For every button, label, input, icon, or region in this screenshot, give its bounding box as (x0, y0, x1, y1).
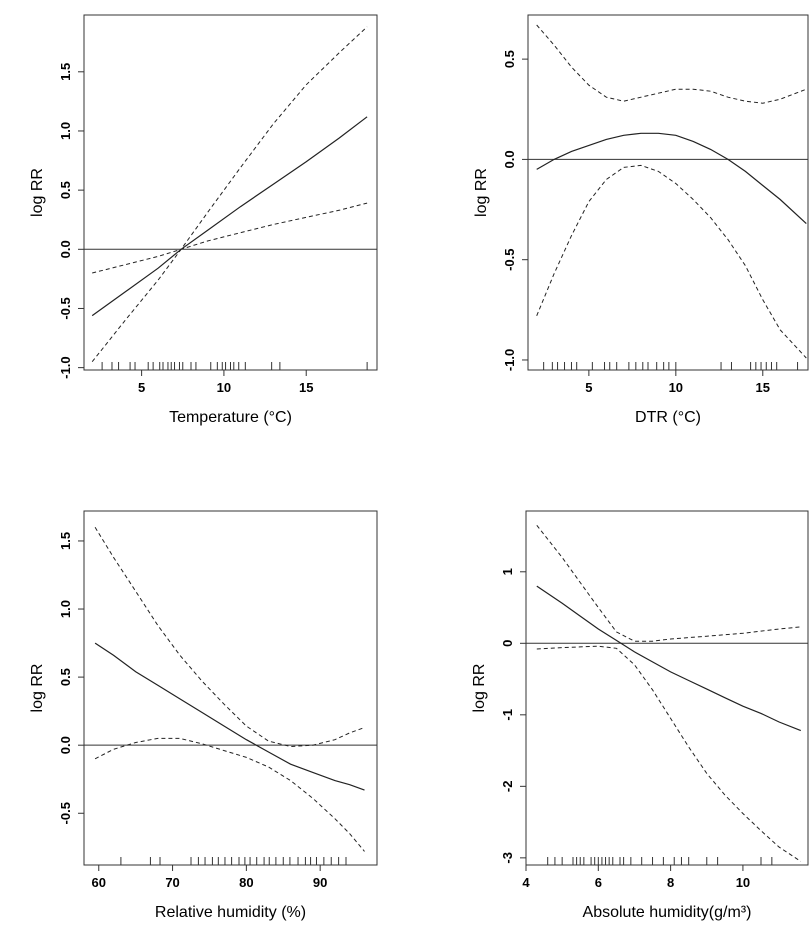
x-tick-label: 10 (217, 380, 231, 395)
x-axis-title: Absolute humidity(g/m³) (583, 904, 752, 921)
estimate-line (536, 132, 807, 225)
y-tick-label: -1.0 (502, 349, 517, 371)
y-tick-label: 0 (500, 640, 515, 647)
confidence-bound-line (92, 202, 368, 274)
y-tick-label: -3 (500, 852, 515, 864)
plot-frame (525, 510, 809, 866)
plot-area (526, 524, 808, 865)
confidence-bound-line (94, 737, 365, 852)
y-tick-label: 1.0 (58, 122, 73, 140)
x-tick-label: 70 (165, 875, 179, 890)
y-tick-label: 0.5 (502, 50, 517, 68)
panel-absolute-humidity: 4 6 8 10 -3 -2 -1 0 1 Absolute humidity(g/m³) log … (471, 510, 809, 921)
plot-area (84, 527, 377, 865)
x-axis-title: DTR (°C) (635, 409, 701, 426)
y-axis-title: log RR (471, 664, 488, 713)
x-tick-label: 15 (299, 380, 313, 395)
y-tick-label: -1.0 (58, 356, 73, 378)
y-tick-label: 1.0 (58, 600, 73, 618)
panel-relative-humidity: 60 70 80 90 -0.5 0.0 0.5 1.0 1.5 Relative humidit… (29, 510, 378, 921)
estimate-line (94, 642, 365, 791)
confidence-bound-line (536, 164, 807, 359)
x-tick-label: 80 (239, 875, 253, 890)
x-tick-label: 10 (736, 875, 750, 890)
y-axis-title: log RR (29, 664, 46, 713)
y-tick-label: 1 (500, 568, 515, 575)
x-tick-label: 15 (756, 380, 770, 395)
x-tick-label: 60 (92, 875, 106, 890)
y-tick-label: 0.0 (58, 240, 73, 258)
x-tick-label: 90 (313, 875, 327, 890)
x-axis-title: Relative humidity (%) (155, 904, 306, 921)
confidence-bound-line (91, 26, 368, 363)
x-tick-label: 10 (669, 380, 683, 395)
plot-area (528, 24, 808, 370)
y-tick-label: -1 (500, 709, 515, 721)
x-tick-label: 6 (595, 875, 602, 890)
estimate-line (536, 585, 802, 732)
y-tick-label: 0.5 (58, 668, 73, 686)
y-axis-title: log RR (473, 168, 490, 217)
y-tick-label: -0.5 (58, 297, 73, 319)
y-axis-title: log RR (29, 168, 46, 217)
panel-dtr: 5 10 15 -1.0 -0.5 0.0 0.5 DTR (°C) log RR (473, 14, 809, 426)
x-tick-label: 4 (522, 875, 530, 890)
y-tick-label: 0.5 (58, 181, 73, 199)
panel-temperature: 5 10 15 -1.0 -0.5 0.0 0.5 1.0 1.5 Temperature (°C… (29, 14, 378, 426)
x-tick-label: 5 (138, 380, 145, 395)
confidence-bound-line (536, 24, 807, 104)
y-tick-label: -0.5 (502, 248, 517, 270)
y-tick-label: 1.5 (58, 63, 73, 81)
confidence-bound-line (536, 524, 801, 642)
confidence-bound-line (536, 645, 802, 862)
y-tick-label: -2 (500, 781, 515, 793)
plot-area (84, 26, 377, 370)
estimate-line (91, 116, 368, 317)
plot-frame (527, 14, 809, 371)
plot-frame (83, 510, 378, 866)
x-axis-title: Temperature (°C) (169, 409, 292, 426)
y-tick-label: 0.0 (58, 736, 73, 754)
x-tick-label: 8 (667, 875, 674, 890)
y-tick-label: -0.5 (58, 802, 73, 824)
x-tick-label: 5 (585, 380, 592, 395)
confidence-bound-line (94, 527, 365, 748)
y-tick-label: 1.5 (58, 532, 73, 550)
y-tick-label: 0.0 (502, 150, 517, 168)
